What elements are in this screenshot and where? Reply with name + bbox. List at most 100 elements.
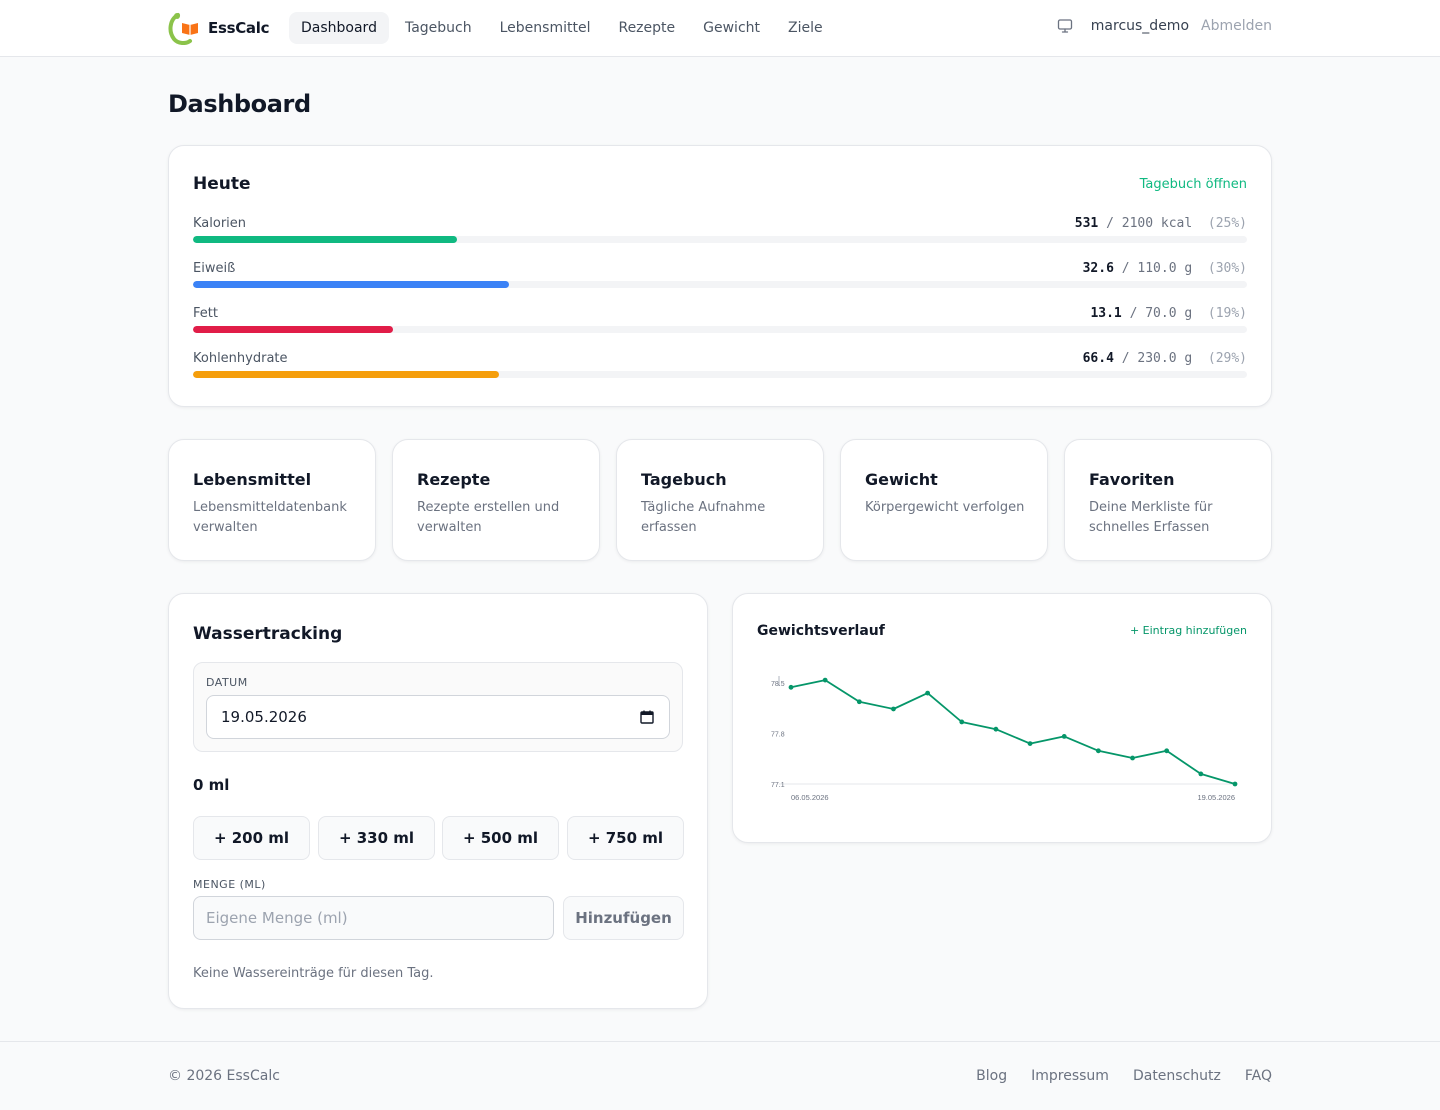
tile-title: Favoriten xyxy=(1089,470,1175,489)
weight-title: Gewichtsverlauf xyxy=(757,623,885,639)
open-diary-link[interactable]: Tagebuch öffnen xyxy=(1139,177,1247,192)
macro-label: Fett xyxy=(193,306,218,321)
footer-link-faq[interactable]: FAQ xyxy=(1244,1068,1272,1084)
progress-track xyxy=(193,371,1247,378)
nav-item-lebensmittel[interactable]: Lebensmittel xyxy=(499,20,591,36)
tile-rezepte[interactable]: Rezepte Rezepte erstellen und verwalten xyxy=(392,439,600,561)
monitor-icon[interactable] xyxy=(1057,18,1073,34)
tile-description: Tägliche Aufnahme erfassen xyxy=(641,500,766,535)
progress-fill xyxy=(193,326,394,333)
footer-links: Blog Impressum Datenschutz FAQ xyxy=(976,1068,1272,1084)
footer-link-impressum[interactable]: Impressum xyxy=(1031,1068,1109,1084)
macro-goal: 110.0 xyxy=(1137,261,1177,276)
today-card: Heute Tagebuch öffnen Kalorien 531 / 210… xyxy=(168,145,1272,407)
weight-data-point xyxy=(925,690,931,696)
progress-fill xyxy=(193,281,510,288)
tile-description: Körpergewicht verfolgen xyxy=(865,500,1025,515)
top-navbar: EssCalc Dashboard Tagebuch Lebensmittel … xyxy=(0,0,1440,57)
macro-current: 32.6 xyxy=(1082,261,1114,276)
date-label: Datum xyxy=(206,676,248,689)
user-area: marcus_demo Abmelden xyxy=(1057,18,1272,34)
nav-item-ziele[interactable]: Ziele xyxy=(788,20,823,36)
add-weight-entry-link[interactable]: + Eintrag hinzufügen xyxy=(1129,624,1247,637)
macro-row-kalorien: Kalorien 531 / 2100 kcal (25%) xyxy=(193,216,1247,256)
weight-data-point xyxy=(822,677,828,683)
progress-fill xyxy=(193,371,499,378)
tile-tagebuch[interactable]: Tagebuch Tägliche Aufnahme erfassen xyxy=(616,439,824,561)
nav-item-tagebuch[interactable]: Tagebuch xyxy=(404,20,472,36)
macro-unit: g xyxy=(1184,351,1193,366)
macro-unit: g xyxy=(1184,261,1193,276)
y-tick-label: 78.5 xyxy=(771,681,785,688)
tile-description: Rezepte erstellen und verwalten xyxy=(417,500,560,535)
progress-track xyxy=(193,326,1247,333)
tile-favoriten[interactable]: Favoriten Deine Merkliste für schnelles … xyxy=(1064,439,1272,561)
add-200ml-button[interactable]: + 200 ml xyxy=(193,816,310,860)
macro-row-eiweiss: Eiweiß 32.6 / 110.0 g (30%) xyxy=(193,261,1247,301)
weight-data-point xyxy=(1164,748,1170,754)
tile-title: Rezepte xyxy=(417,470,491,489)
macro-label: Eiweiß xyxy=(193,261,236,276)
macro-unit: kcal xyxy=(1160,216,1193,231)
macro-values: 531 / 2100 kcal (25%) xyxy=(1074,216,1247,231)
add-750ml-button[interactable]: + 750 ml xyxy=(567,816,684,860)
footer-link-blog[interactable]: Blog xyxy=(976,1068,1008,1084)
weight-data-point xyxy=(1061,733,1067,739)
nav-item-dashboard[interactable]: Dashboard xyxy=(289,12,389,44)
weight-series-line xyxy=(790,679,1236,785)
add-330ml-button[interactable]: + 330 ml xyxy=(318,816,435,860)
macro-percent: (25%) xyxy=(1207,216,1247,231)
progress-track xyxy=(193,236,1247,243)
macro-percent: (19%) xyxy=(1207,306,1247,321)
weight-data-point xyxy=(959,719,965,725)
macro-current: 531 xyxy=(1074,216,1099,231)
weight-data-point xyxy=(856,699,862,705)
add-500ml-button[interactable]: + 500 ml xyxy=(442,816,559,860)
tile-gewicht[interactable]: Gewicht Körpergewicht verfolgen xyxy=(840,439,1048,561)
macro-values: 13.1 / 70.0 g (19%) xyxy=(1090,306,1247,321)
weight-history-card: Gewichtsverlauf + Eintrag hinzufügen 78.… xyxy=(732,593,1272,843)
custom-amount-input[interactable]: Eigene Menge (ml) xyxy=(193,896,554,940)
water-title: Wassertracking xyxy=(193,624,343,644)
x-tick-label: 19.05.2026 xyxy=(1197,793,1235,802)
macro-label: Kohlenhydrate xyxy=(193,351,288,366)
tile-title: Lebensmittel xyxy=(193,470,312,489)
macro-values: 66.4 / 230.0 g (29%) xyxy=(1082,351,1247,366)
macro-unit: g xyxy=(1184,306,1193,321)
add-water-button[interactable]: Hinzufügen xyxy=(563,896,684,940)
weight-data-point xyxy=(891,706,896,712)
empty-state-note: Keine Wassereinträge für diesen Tag. xyxy=(193,966,434,981)
macro-current: 13.1 xyxy=(1090,306,1122,321)
brand-logo[interactable]: EssCalc xyxy=(168,11,269,46)
footer-link-datenschutz[interactable]: Datenschutz xyxy=(1132,1068,1221,1084)
water-tracking-card: Wassertracking Datum 19.05.2026 0 ml + 2… xyxy=(168,593,708,1009)
tile-title: Tagebuch xyxy=(641,470,727,489)
copyright: © 2026 EssCalc xyxy=(168,1068,280,1084)
progress-fill xyxy=(193,236,457,243)
main-nav: Dashboard Tagebuch Lebensmittel Rezepte … xyxy=(289,12,839,44)
tile-description: Deine Merkliste für schnelles Erfassen xyxy=(1089,500,1213,535)
macro-goal: 230.0 xyxy=(1137,351,1177,366)
y-tick-label: 77.1 xyxy=(771,782,785,789)
tile-title: Gewicht xyxy=(865,470,938,489)
nav-item-rezepte[interactable]: Rezepte xyxy=(618,20,676,36)
x-tick-label: 06.05.2026 xyxy=(791,793,829,802)
weight-data-point xyxy=(1027,741,1033,746)
y-tick-label: 77.8 xyxy=(771,732,785,739)
macro-row-fett: Fett 13.1 / 70.0 g (19%) xyxy=(193,306,1247,346)
tile-lebensmittel[interactable]: Lebensmittel Lebensmitteldatenbank verwa… xyxy=(168,439,376,561)
weight-data-point xyxy=(1095,748,1101,754)
username: marcus_demo xyxy=(1090,18,1190,34)
weight-data-point xyxy=(993,726,999,732)
logout-button[interactable]: Abmelden xyxy=(1201,18,1272,34)
macro-percent: (30%) xyxy=(1207,261,1247,276)
calendar-icon[interactable] xyxy=(639,709,655,725)
date-input[interactable]: 19.05.2026 xyxy=(206,695,670,739)
macro-percent: (29%) xyxy=(1207,351,1247,366)
date-field-group: Datum 19.05.2026 xyxy=(193,662,683,752)
macro-values: 32.6 / 110.0 g (30%) xyxy=(1082,261,1247,276)
nav-item-gewicht[interactable]: Gewicht xyxy=(703,20,761,36)
footer: © 2026 EssCalc Blog Impressum Datenschut… xyxy=(0,1041,1440,1110)
macro-goal: 70.0 xyxy=(1145,306,1177,321)
weight-data-point xyxy=(788,684,794,690)
